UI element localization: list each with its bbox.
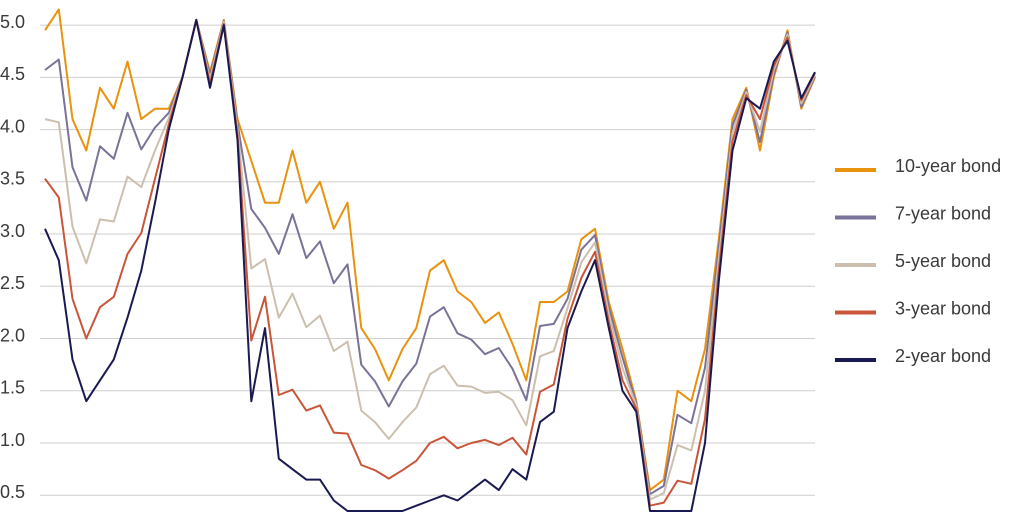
- y-tick-label: 5.0: [0, 12, 25, 32]
- series-line: [44, 18, 816, 501]
- y-tick-label: 1.5: [0, 378, 25, 398]
- legend-label: 7-year bond: [895, 203, 991, 223]
- legend-label: 2-year bond: [895, 346, 991, 366]
- legend-label: 3-year bond: [895, 298, 991, 318]
- legend-label: 5-year bond: [895, 251, 991, 271]
- y-tick-label: 0.5: [0, 482, 25, 502]
- y-tick-label: 2.5: [0, 273, 25, 293]
- series-line: [44, 18, 816, 507]
- y-tick-label: 2.0: [0, 325, 25, 345]
- y-tick-label: 3.5: [0, 169, 25, 189]
- series-line: [44, 18, 816, 496]
- y-tick-label: 3.0: [0, 221, 25, 241]
- y-tick-label: 4.5: [0, 64, 25, 84]
- y-tick-label: 1.0: [0, 430, 25, 450]
- series-line: [44, 18, 816, 512]
- y-tick-label: 4.0: [0, 116, 25, 136]
- legend-label: 10-year bond: [895, 156, 1001, 176]
